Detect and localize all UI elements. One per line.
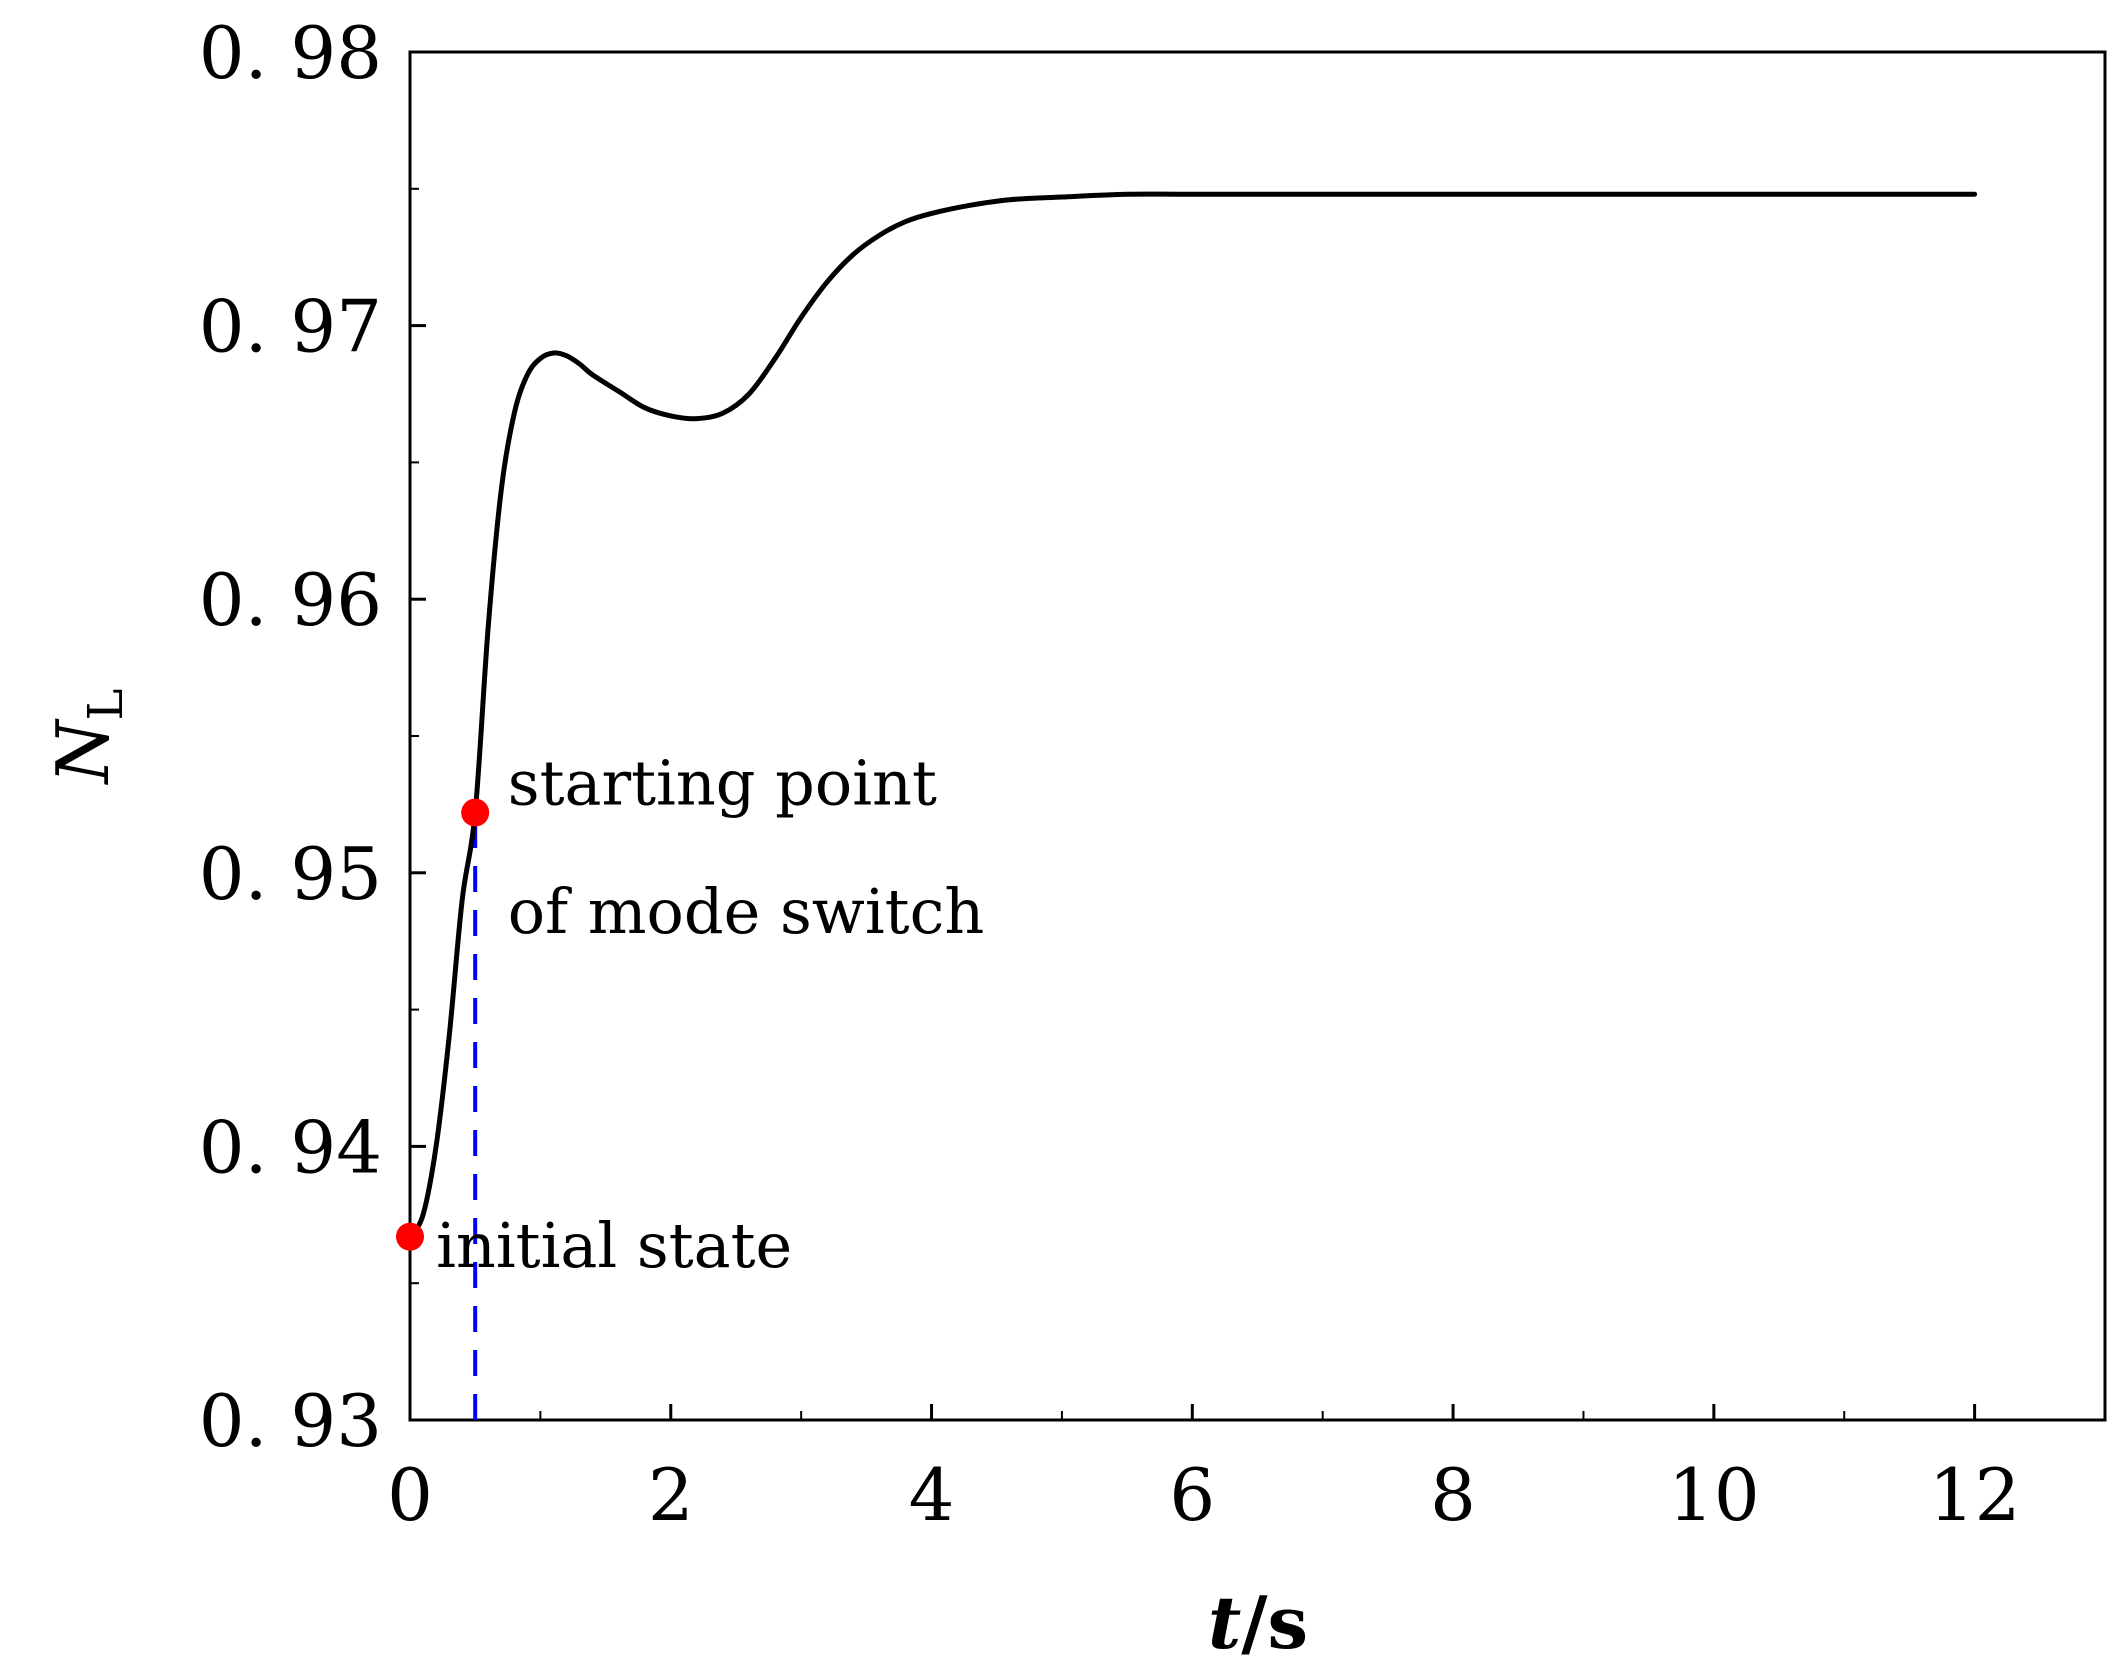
annotation-label: initial state [436,1209,792,1282]
y-axis-title-sub: L [78,689,134,721]
x-axis-title-rest: /s [1241,1580,1308,1665]
x-axis-ticks [408,1404,2106,1420]
y-axis-title-main: N [41,717,125,785]
y-tick-label: 0. 98 [199,11,382,95]
x-tick-label: 4 [909,1453,955,1537]
y-axis-tick-labels: 0. 93 0. 94 0. 95 0. 96 0. 97 0. 98 [199,11,382,1463]
y-tick-label: 0. 93 [199,1379,382,1463]
y-tick-label: 0. 94 [199,1105,382,1189]
x-axis-title-italic: t [1208,1580,1241,1665]
series-layer [407,191,1978,1420]
data-point-marker [396,1222,424,1251]
x-tick-label: 8 [1430,1453,1476,1537]
x-tick-label: 12 [1929,1453,2021,1537]
annotation-label: of mode switch [508,875,984,948]
y-tick-label: 0. 97 [199,285,382,369]
annotation-label: starting point [508,746,937,819]
y-axis-title: NL [41,689,134,786]
x-axis-tick-labels: 0 2 4 6 8 10 12 [387,1453,2020,1537]
data-point-marker [461,798,490,827]
marker-layer [396,798,490,1251]
x-tick-label: 6 [1169,1453,1215,1537]
series-line [407,191,1978,1240]
x-tick-label: 10 [1668,1453,1760,1537]
x-axis-title: t/s [1208,1580,1308,1665]
y-axis-ticks [410,50,426,1422]
annotation-layer: starting point of mode switch initial stat… [436,746,984,1281]
x-tick-label: 0 [387,1453,433,1537]
x-tick-label: 2 [648,1453,694,1537]
y-tick-label: 0. 95 [199,832,382,916]
y-tick-label: 0. 96 [199,558,382,642]
